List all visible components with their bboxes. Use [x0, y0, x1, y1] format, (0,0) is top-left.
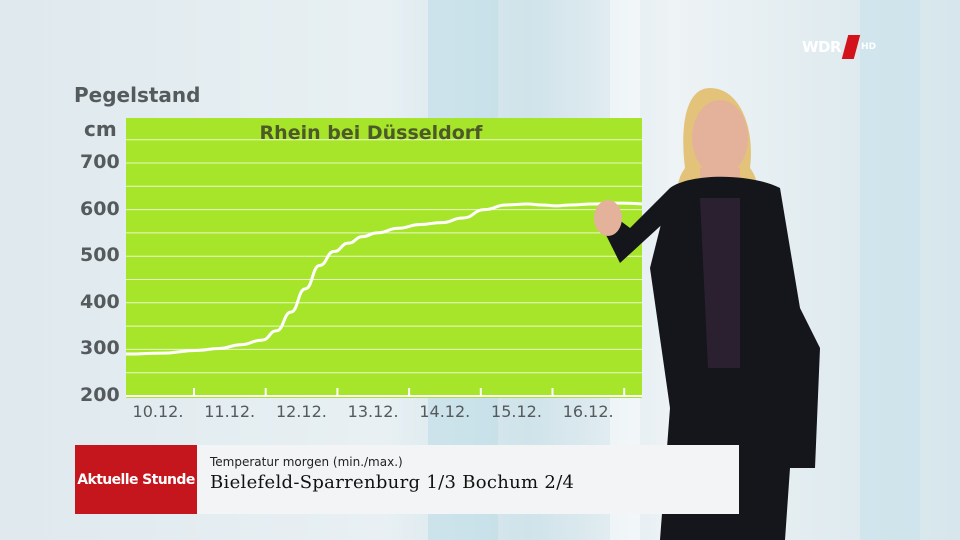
x-tick-label: 16.12. [562, 402, 614, 421]
show-badge: Aktuelle Stunde [75, 445, 197, 514]
x-tick-label: 12.12. [275, 402, 327, 421]
y-tick-label: 600 [80, 197, 120, 220]
y-tick-label: 400 [80, 290, 120, 313]
chart-title: Rhein bei Düsseldorf [259, 122, 483, 144]
y-tick-label: 300 [80, 337, 120, 360]
x-tick-label: 10.12. [132, 402, 184, 421]
lower-third: Aktuelle Stunde Temperatur morgen (min./… [75, 445, 739, 514]
show-badge-label: Aktuelle Stunde [77, 471, 195, 488]
lower-third-main: Bielefeld-Sparrenburg 1/3 Bochum 2/4 [210, 472, 575, 493]
lower-third-text: Temperatur morgen (min./max.) Bielefeld-… [197, 445, 574, 514]
y-axis-unit: cm [84, 117, 117, 141]
y-tick-label: 200 [80, 384, 120, 406]
lower-third-caption: Temperatur morgen (min./max.) [210, 455, 403, 469]
x-tick-label: 13.12. [347, 402, 399, 421]
presenter-face [692, 100, 748, 176]
y-axis-label: Pegelstand [74, 83, 201, 107]
presenter-arm [600, 188, 680, 263]
chart-svg [124, 139, 697, 397]
x-tick-label: 11.12. [204, 402, 256, 421]
x-tick-label: 15.12. [491, 402, 542, 421]
x-tick-label: 14.12. [419, 402, 471, 421]
y-tick-label: 500 [80, 244, 120, 267]
chart-plot-area [124, 118, 697, 398]
presenter-blouse [700, 198, 740, 368]
series-line [124, 201, 651, 356]
presenter-hand [594, 200, 622, 236]
logo-hd-label: HD [861, 42, 877, 52]
y-tick-label: 700 [80, 151, 120, 173]
studio-background-panel [860, 0, 920, 540]
logo-text: WDR [802, 38, 842, 56]
channel-logo: WDR HD [802, 34, 876, 60]
